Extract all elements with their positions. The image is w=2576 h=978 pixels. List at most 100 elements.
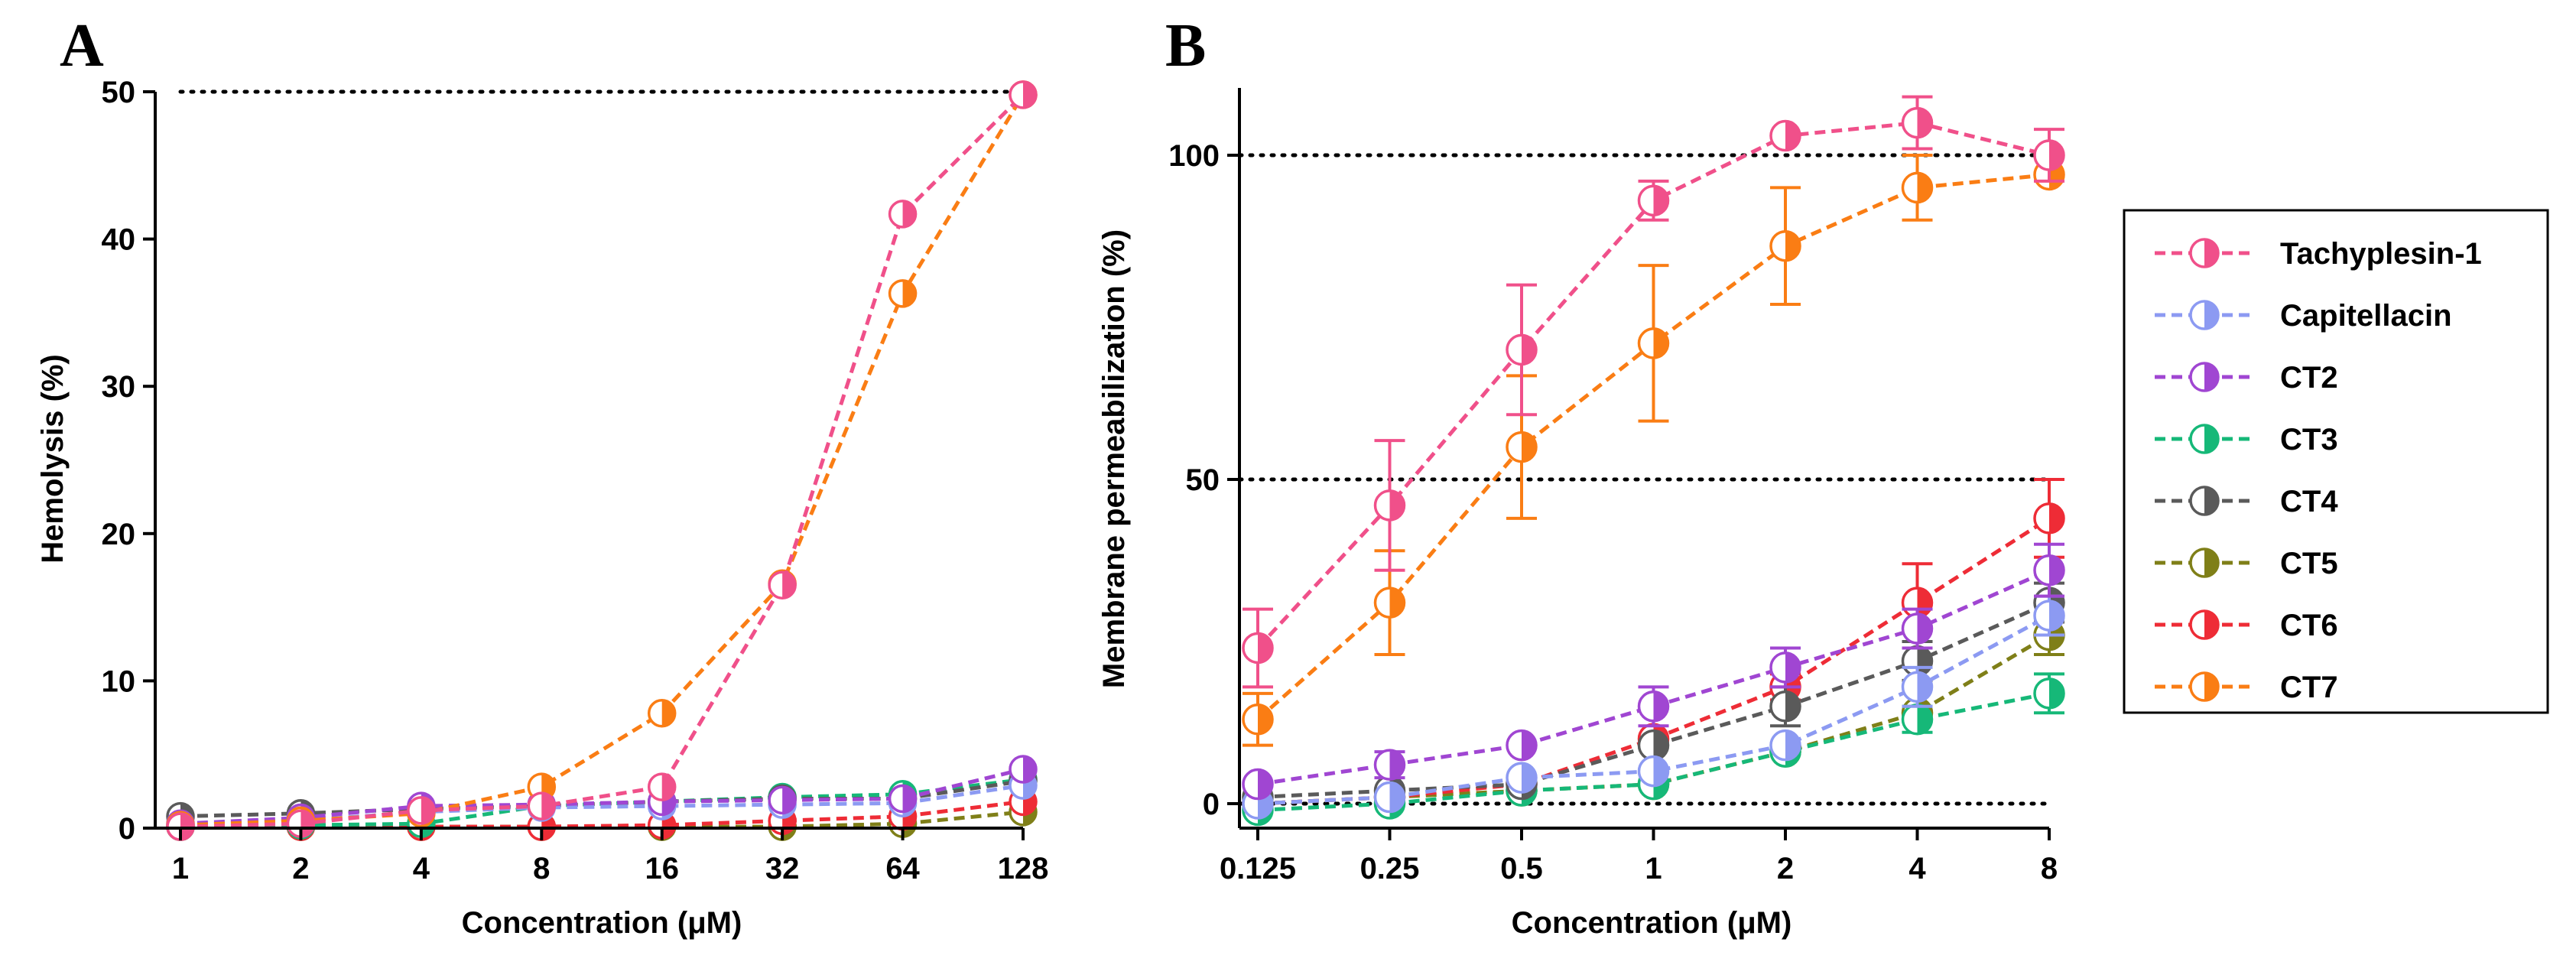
panel-b-y-tick-label: 100 — [1168, 139, 1220, 173]
panel-b-x-tick-label: 0.125 — [1220, 852, 1296, 885]
panel-b-x-tick-label: 1 — [1645, 852, 1662, 885]
panel-b-line-ct7 — [1256, 172, 2050, 721]
panel-b-point-ct3 — [2033, 677, 2065, 710]
legend-label: CT6 — [2280, 609, 2338, 642]
panel-a-point-tachyplesin-1 — [286, 809, 316, 838]
legend-label: CT4 — [2280, 485, 2338, 518]
panel-b-point-tachyplesin-1 — [1637, 184, 1670, 217]
panel-a-y-tick-label: 40 — [102, 223, 136, 257]
legend-label: CT2 — [2280, 361, 2338, 395]
panel-a-series-tachyplesin-1 — [166, 80, 1038, 841]
panel-a-line-ct2 — [180, 767, 1024, 826]
panel-b-point-capitellacin — [1769, 729, 1801, 762]
panel-b-point-capitellacin — [1373, 781, 1406, 814]
panel-b-series-ct7 — [1242, 154, 2065, 747]
legend-label: Tachyplesin-1 — [2280, 237, 2482, 271]
panel-b-x-tick-label: 2 — [1777, 852, 1794, 885]
panel-a-x-tick-label: 1 — [172, 852, 189, 885]
panel-b-point-ct4 — [1769, 690, 1801, 723]
panel-b-point-ct2 — [1769, 651, 1801, 684]
panel-a-point-tachyplesin-1 — [1009, 80, 1038, 109]
panel-b-point-tachyplesin-1 — [1506, 333, 1538, 366]
panel-b-point-tachyplesin-1 — [1769, 119, 1801, 152]
panel-b-point-ct2 — [1637, 690, 1670, 723]
panel-a-point-tachyplesin-1 — [888, 200, 918, 229]
panel-a-line-ct7 — [180, 93, 1025, 827]
panel-b-permeabilization-chart: B 0 50 100 0.125 0.25 0.5 1 2 4 8 Concentration (… — [1097, 12, 2065, 940]
panel-b-y-tick-label: 0 — [1203, 788, 1220, 821]
panel-b-point-ct7 — [1901, 171, 1934, 204]
panel-a-point-ct7 — [888, 279, 918, 308]
legend-label: CT3 — [2280, 423, 2338, 457]
legend-item-capitellacin: Capitellacin — [2155, 299, 2452, 333]
legend-item-ct7: CT7 — [2155, 671, 2338, 704]
panel-a-x-tick-label: 64 — [885, 852, 920, 885]
panel-b-point-capitellacin — [2033, 599, 2065, 632]
panel-a-point-ct7 — [647, 699, 677, 728]
panel-a-y-tick-label: 0 — [119, 812, 135, 846]
panel-a-x-tick-label: 32 — [765, 852, 800, 885]
panel-b-point-ct7 — [1506, 431, 1538, 463]
panel-b-y-axis-title: Membrane permeabilization (%) — [1097, 229, 1131, 688]
panel-a-x-tick-label: 4 — [413, 852, 430, 885]
panel-a-y-tick-label: 50 — [102, 76, 136, 109]
legend-marker — [2189, 486, 2220, 516]
panel-b-series-capitellacin — [1242, 594, 2065, 820]
legend-item-ct2: CT2 — [2155, 361, 2338, 395]
panel-a-hemolysis-chart: A 0 10 20 30 40 50 1 2 4 8 16 32 64 128 Concentration… — [36, 12, 1048, 940]
legend-label: CT5 — [2280, 547, 2338, 580]
legend-marker — [2189, 609, 2220, 640]
legend-item-ct3: CT3 — [2155, 423, 2338, 457]
legend-marker — [2189, 300, 2220, 330]
panel-a-point-tachyplesin-1 — [647, 772, 677, 801]
legend-label: CT7 — [2280, 671, 2338, 704]
legend-marker — [2189, 238, 2220, 268]
panel-a-point-ct2 — [888, 784, 918, 814]
panel-a-x-tick-label: 16 — [645, 852, 679, 885]
panel-b-point-ct6 — [2033, 502, 2065, 534]
panel-b-point-ct3 — [1901, 703, 1934, 736]
legend-item-ct4: CT4 — [2155, 485, 2338, 518]
legend-item-ct5: CT5 — [2155, 547, 2338, 580]
panel-b-point-ct7 — [1242, 703, 1274, 736]
legend: Tachyplesin-1 Capitellacin CT2 CT3 CT4 CT5 CT6… — [2123, 209, 2549, 714]
panel-b-point-tachyplesin-1 — [2033, 139, 2065, 171]
legend-marker — [2189, 424, 2220, 454]
panel-b-point-ct7 — [1769, 229, 1801, 262]
panel-b-point-capitellacin — [1901, 671, 1934, 703]
panel-b-x-tick-label: 8 — [2041, 852, 2058, 885]
panel-b-letter: B — [1165, 12, 1206, 80]
panel-b-point-capitellacin — [1506, 762, 1538, 794]
panel-a-point-tachyplesin-1 — [407, 796, 436, 825]
panel-b-point-ct2 — [1373, 749, 1406, 781]
panel-b-point-tachyplesin-1 — [1901, 106, 1934, 139]
legend-item-tachyplesin-1: Tachyplesin-1 — [2155, 237, 2482, 271]
panel-a-point-ct2 — [1009, 755, 1038, 784]
panel-a-y-tick-label: 10 — [102, 664, 136, 698]
panel-a-point-tachyplesin-1 — [527, 791, 557, 820]
panel-a-y-tick-label: 20 — [102, 518, 136, 551]
panel-a-x-tick-label: 2 — [292, 852, 309, 885]
panel-b-point-ct7 — [1373, 586, 1406, 619]
panel-a-line-tachyplesin-1 — [180, 93, 1025, 829]
panel-b-y-tick-label: 50 — [1186, 463, 1220, 497]
legend-marker — [2189, 362, 2220, 392]
panel-a-letter: A — [60, 12, 104, 80]
panel-b-point-ct7 — [1637, 327, 1670, 359]
panel-b-point-ct2 — [2033, 554, 2065, 586]
panel-b-x-tick-label: 0.5 — [1500, 852, 1543, 885]
panel-a-x-axis-title: Concentration (μM) — [462, 906, 742, 940]
panel-b-point-ct2 — [1901, 612, 1934, 645]
legend-label: Capitellacin — [2280, 299, 2452, 333]
panel-b-point-ct2 — [1242, 768, 1274, 801]
panel-a-x-tick-label: 8 — [533, 852, 550, 885]
panel-b-point-tachyplesin-1 — [1373, 489, 1406, 521]
panel-b-point-ct4 — [1637, 729, 1670, 762]
legend-item-ct6: CT6 — [2155, 609, 2338, 642]
panel-b-x-axis-title: Concentration (μM) — [1512, 906, 1792, 940]
panel-b-point-tachyplesin-1 — [1242, 632, 1274, 664]
panel-b-point-ct2 — [1506, 729, 1538, 762]
legend-marker — [2189, 671, 2220, 702]
panel-a-point-ct2 — [768, 785, 797, 815]
